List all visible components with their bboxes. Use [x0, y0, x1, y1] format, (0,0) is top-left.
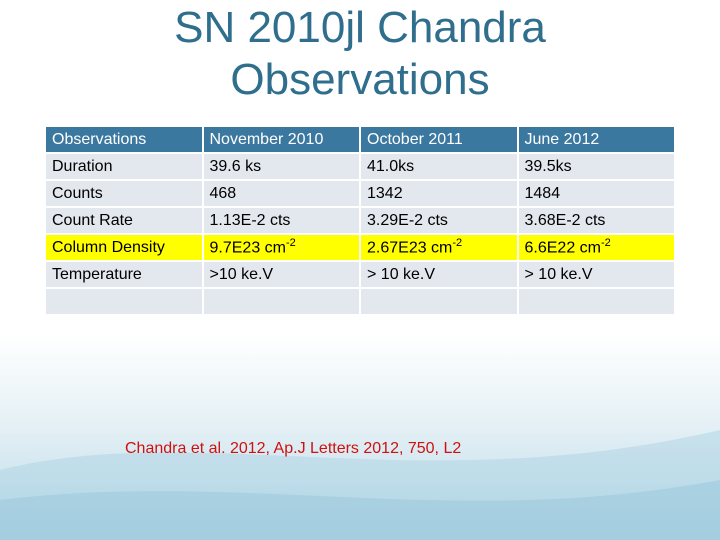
table-cell	[516, 287, 676, 316]
table-cell: > 10 ke.V	[516, 260, 676, 289]
table-cell: 39.5ks	[516, 152, 676, 181]
table-row: Column Density 9.7E23 cm-2 2.67E23 cm-2 6.6…	[44, 233, 676, 262]
table-row: Temperature >10 ke.V > 10 ke.V > 10 ke.V	[44, 260, 676, 289]
table-row: Counts 468 1342 1484	[44, 179, 676, 208]
cell-superscript: -2	[600, 237, 611, 250]
table-cell: 41.0ks	[359, 152, 519, 181]
table-cell: Count Rate	[44, 206, 204, 235]
table-cell: 39.6 ks	[201, 152, 361, 181]
table-cell	[359, 287, 519, 316]
wave-shape	[0, 480, 720, 540]
table-cell: 1.13E-2 cts	[201, 206, 361, 235]
header-cell: October 2011	[359, 125, 519, 154]
table-cell: 2.67E23 cm-2	[359, 233, 519, 262]
table-cell: 9.7E23 cm-2	[201, 233, 361, 262]
table-body: Duration 39.6 ks 41.0ks 39.5ks Counts 468 1342…	[44, 152, 676, 316]
cell-superscript: -2	[452, 237, 463, 250]
table-cell: Duration	[44, 152, 204, 181]
table-row	[44, 287, 676, 316]
table-cell: 1342	[359, 179, 519, 208]
table-cell: > 10 ke.V	[359, 260, 519, 289]
cell-text: 9.7E23 cm	[209, 239, 286, 257]
wave-shape	[0, 430, 720, 540]
table-cell: 6.6E22 cm-2	[516, 233, 676, 262]
table-cell: Temperature	[44, 260, 204, 289]
table-cell: 3.68E-2 cts	[516, 206, 676, 235]
table-cell: Counts	[44, 179, 204, 208]
data-table: Observations November 2010 October 2011 Jun…	[44, 125, 676, 316]
table-cell: 1484	[516, 179, 676, 208]
table-cell	[44, 287, 204, 316]
table-row: Count Rate 1.13E-2 cts 3.29E-2 cts 3.68E-2 …	[44, 206, 676, 235]
header-cell: June 2012	[516, 125, 676, 154]
table-cell	[201, 287, 361, 316]
table-row: Duration 39.6 ks 41.0ks 39.5ks	[44, 152, 676, 181]
table-cell: 3.29E-2 cts	[359, 206, 519, 235]
cell-text: 6.6E22 cm	[524, 239, 601, 257]
cell-superscript: -2	[285, 237, 296, 250]
header-row: Observations November 2010 October 2011 Jun…	[44, 125, 676, 154]
footnote: Chandra et al. 2012, Ap.J Letters 2012, …	[125, 440, 462, 457]
cell-text: 2.67E23 cm	[367, 239, 453, 257]
table-cell: >10 ke.V	[201, 260, 361, 289]
table-cell: 468	[201, 179, 361, 208]
header-cell: November 2010	[201, 125, 361, 154]
header-cell: Observations	[44, 125, 204, 154]
slide-title: SN 2010jl Chandra Observations	[174, 3, 546, 104]
table-cell: Column Density	[44, 233, 204, 262]
